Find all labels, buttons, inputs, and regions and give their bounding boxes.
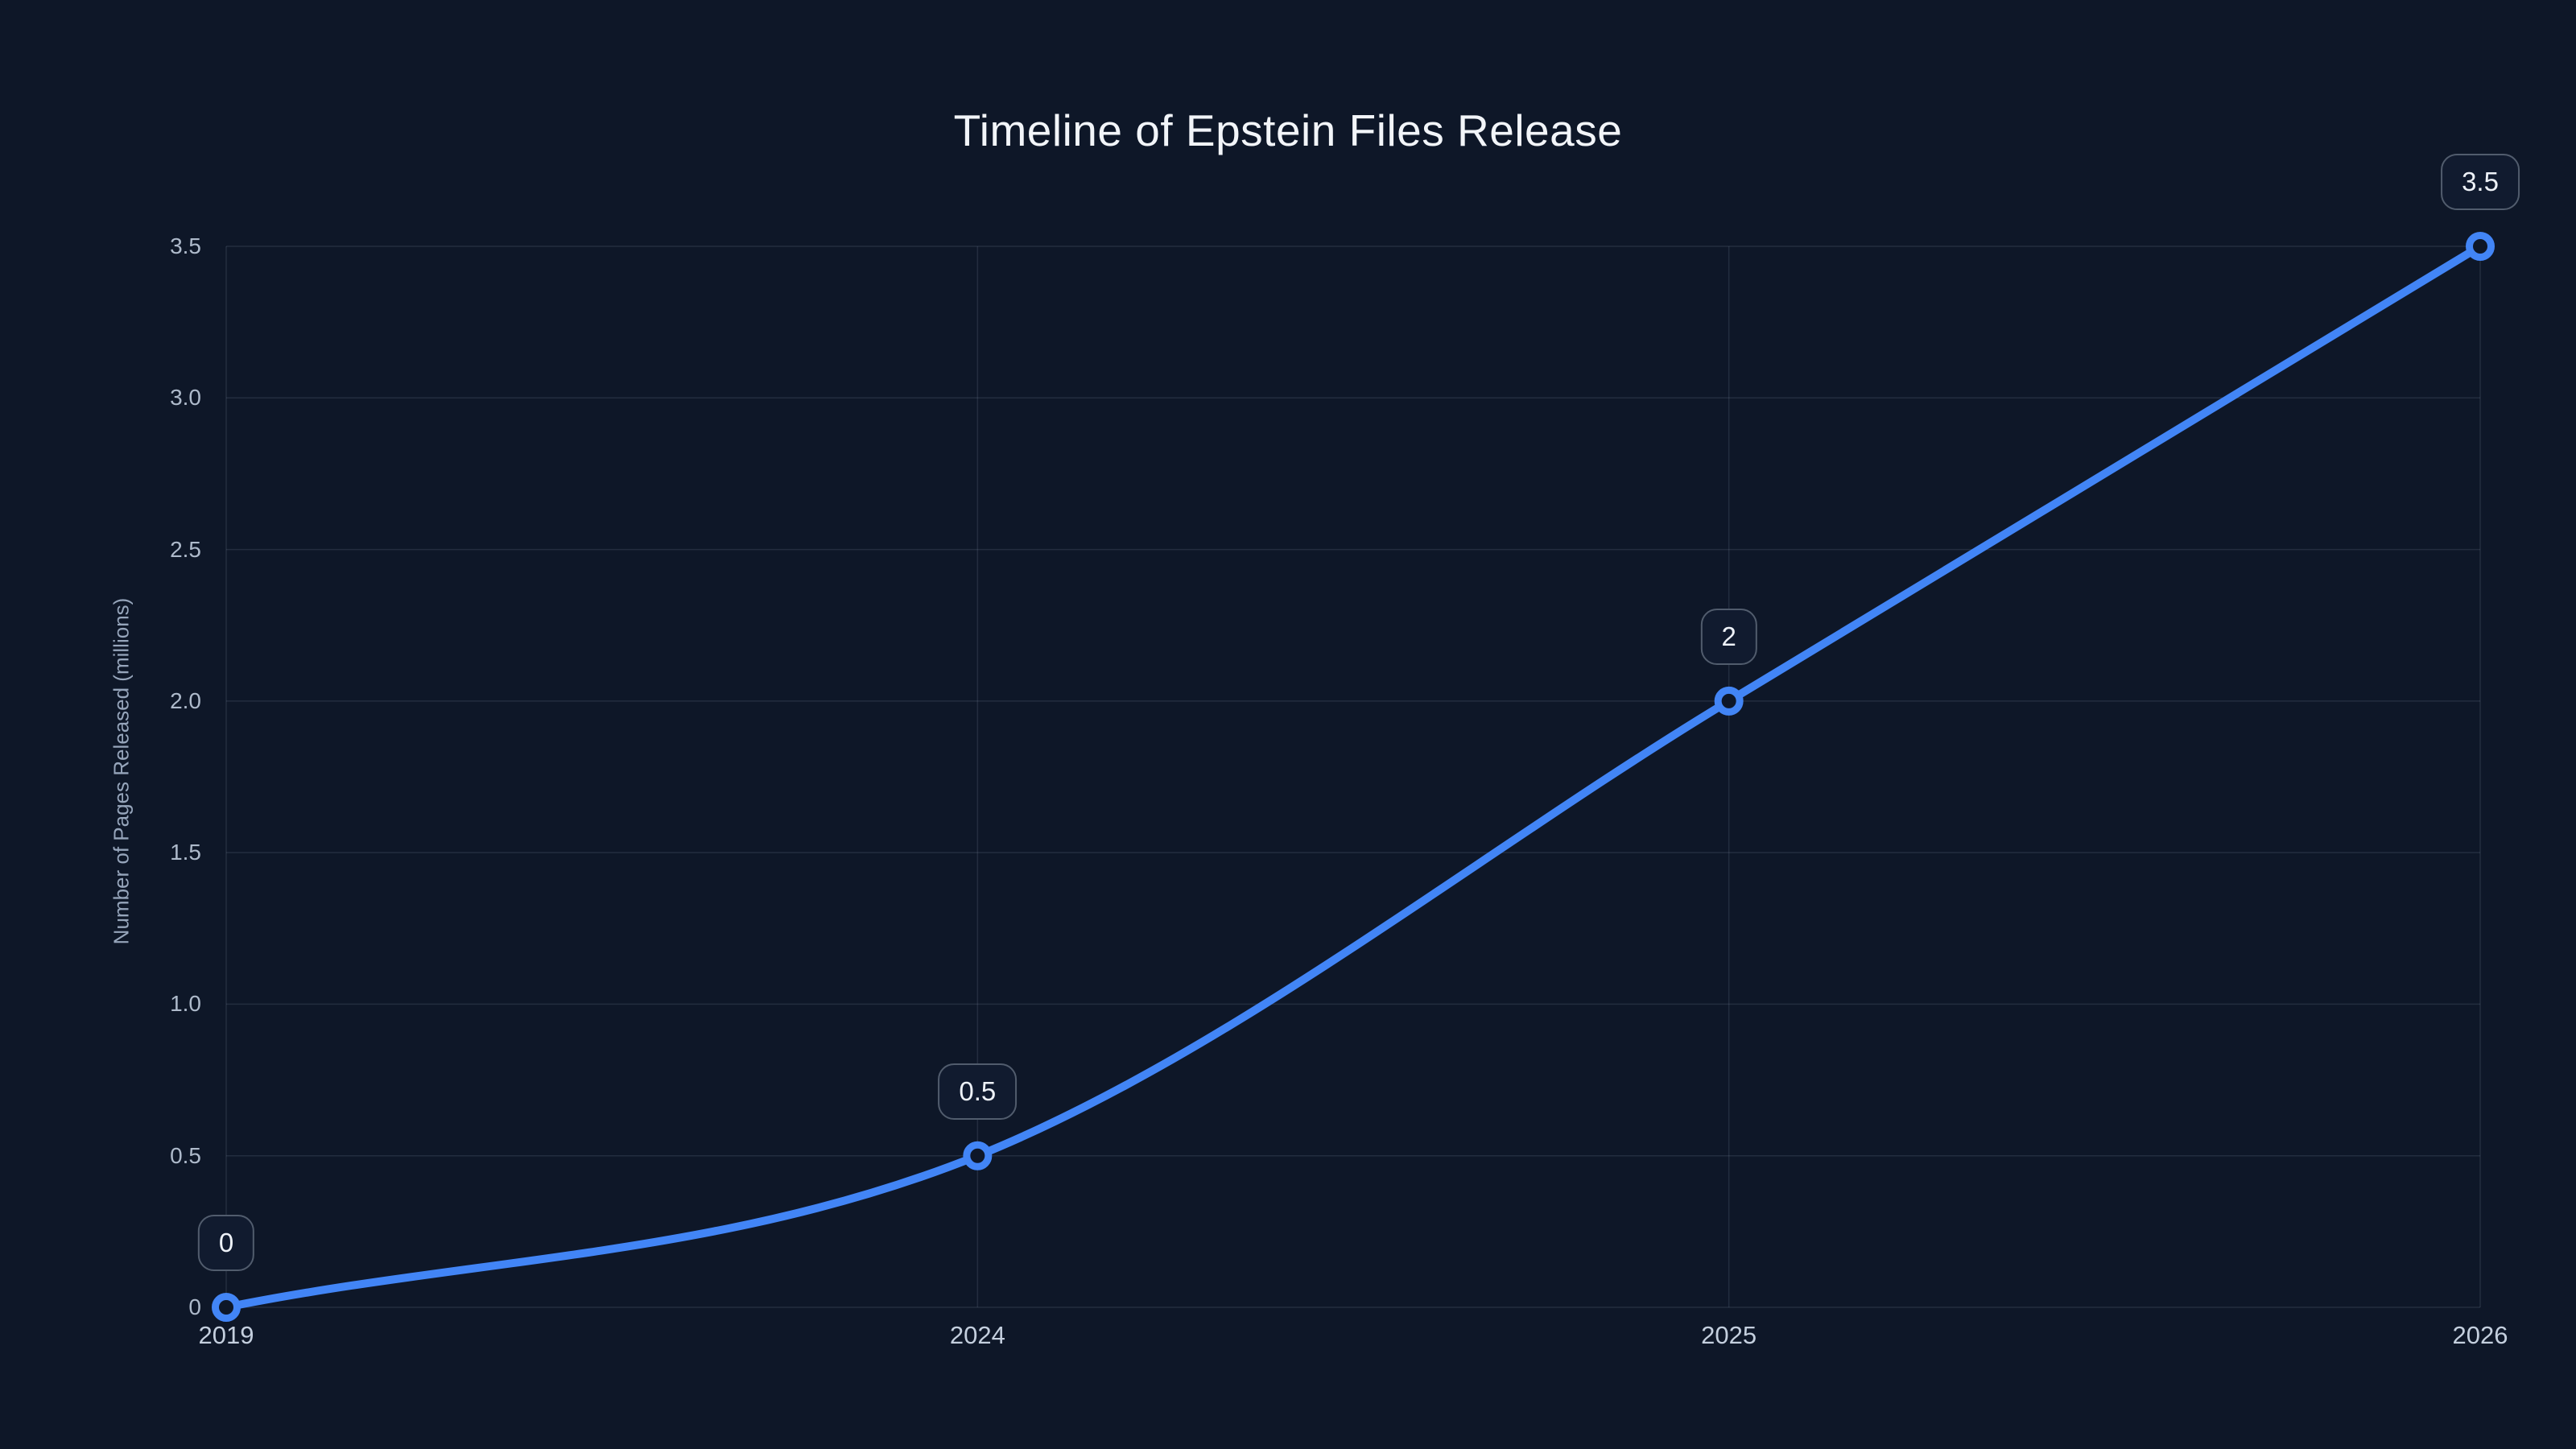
point-value-badge: 0 xyxy=(197,1215,255,1271)
point-value-badge: 3.5 xyxy=(2441,154,2520,210)
chart-title: Timeline of Epstein Files Release xyxy=(953,105,1623,155)
point-value-badge: 0.5 xyxy=(938,1063,1018,1120)
y-tick-label: 2.5 xyxy=(170,536,201,562)
x-tick-label: 2026 xyxy=(2452,1321,2508,1349)
y-tick-label: 1.0 xyxy=(170,991,201,1017)
x-tick-label: 2024 xyxy=(949,1321,1005,1349)
series-line xyxy=(222,242,2484,1311)
y-tick-label: 2.0 xyxy=(170,687,201,713)
point-value-badge: 2 xyxy=(1700,608,1757,665)
data-point-marker[interactable] xyxy=(212,1293,241,1322)
y-tick-label: 3.5 xyxy=(170,233,201,258)
data-point-marker[interactable] xyxy=(2466,232,2495,261)
x-tick-label: 2025 xyxy=(1701,1321,1757,1349)
data-point-marker[interactable] xyxy=(1714,686,1744,716)
y-tick-label: 3.0 xyxy=(170,385,201,411)
x-tick-label: 2019 xyxy=(198,1321,254,1349)
y-tick-label: 0.5 xyxy=(170,1142,201,1168)
data-point-marker[interactable] xyxy=(963,1141,993,1170)
y-tick-label: 1.5 xyxy=(170,840,201,865)
y-tick-label: 0 xyxy=(188,1294,201,1319)
